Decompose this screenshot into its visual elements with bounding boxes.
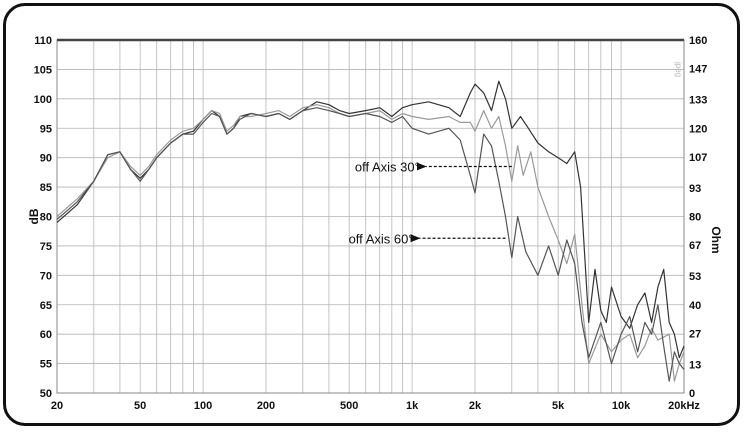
y2-axis-label: Ohm — [709, 226, 723, 253]
y2-tick-label: 40 — [689, 300, 701, 312]
x-tick-label: 2k — [469, 400, 482, 412]
chart-frame — [3, 3, 740, 426]
y2-axis-ticks: 0 13 27 40 53 67 80 93 107 120 133 147 160 — [689, 35, 707, 400]
y-tick-label: 75 — [40, 241, 52, 253]
y2-tick-label: 67 — [689, 240, 701, 252]
y2-tick-label: 93 — [689, 183, 701, 195]
y-tick-label: 65 — [40, 300, 52, 312]
x-tick-label: 20kHz — [668, 400, 700, 412]
annotation-label-2: off Axis 60° — [349, 231, 414, 246]
y-tick-label: 110 — [34, 35, 52, 47]
series-line-3 — [56, 107, 685, 382]
y2-tick-label: 133 — [689, 95, 707, 107]
x-axis-ticks: 20 50 100 200 500 1k 2k 5k 10k 20kHz — [51, 400, 701, 412]
x-tick-label: 50 — [134, 400, 146, 412]
annotation-label-1: off Axis 30° — [355, 159, 420, 174]
x-tick-label: 500 — [340, 400, 358, 412]
y-tick-label: 50 — [40, 388, 52, 400]
annotations: off Axis 30° off Axis 60° — [349, 159, 512, 246]
y-tick-label: 55 — [40, 359, 52, 371]
x-tick-label: 10k — [612, 400, 631, 412]
y-tick-label: 70 — [40, 270, 52, 282]
y-tick-label: 95 — [40, 123, 52, 135]
grid — [56, 38, 685, 394]
y-tick-label: 85 — [40, 182, 52, 194]
y-tick-label: 90 — [40, 153, 52, 165]
series-line-1 — [56, 80, 685, 359]
y2-tick-label: 53 — [689, 271, 701, 283]
y2-tick-label: 13 — [689, 359, 701, 371]
y2-tick-label: 120 — [689, 123, 707, 135]
y-axis-label: dB — [27, 208, 41, 224]
y-axis-ticks: 50 55 60 65 70 75 80 85 90 95 100 105 110 — [34, 35, 52, 400]
y2-tick-label: 147 — [689, 64, 707, 76]
y-tick-label: 80 — [40, 212, 52, 224]
y2-tick-label: 0 — [689, 388, 695, 400]
y-tick-label: 60 — [40, 329, 52, 341]
y2-tick-label: 27 — [689, 328, 701, 340]
watermark: jpeg — [674, 61, 683, 77]
x-tick-label: 200 — [257, 400, 275, 412]
x-tick-label: 5k — [552, 400, 565, 412]
y2-tick-label: 80 — [689, 212, 701, 224]
y2-tick-label: 160 — [689, 35, 707, 47]
x-tick-label: 20 — [51, 400, 63, 412]
y-tick-label: 105 — [34, 64, 52, 76]
series-group — [56, 80, 685, 382]
x-tick-label: 1k — [406, 400, 419, 412]
y-tick-label: 100 — [34, 94, 52, 106]
x-tick-label: 100 — [194, 400, 212, 412]
y2-tick-label: 107 — [689, 152, 707, 164]
